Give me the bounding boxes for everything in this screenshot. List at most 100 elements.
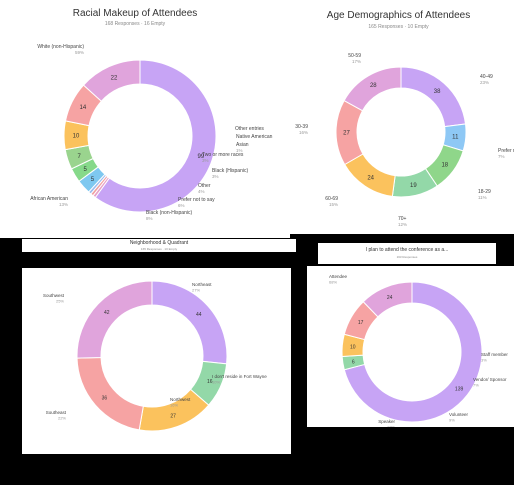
- percent-label: 11%: [478, 195, 487, 200]
- category-label: Northeast: [192, 282, 212, 287]
- chart-title: Age Demographics of Attendees: [326, 10, 471, 21]
- percent-label: 15%: [329, 202, 338, 207]
- percent-label: 16%: [299, 130, 308, 135]
- category-label: Other: [198, 183, 211, 189]
- racial-makeup-panel: Racial Makeup of Attendees 168 Responses…: [0, 0, 290, 238]
- percent-label: 22%: [58, 416, 66, 421]
- slice-value-label: 139: [455, 386, 464, 392]
- slice-value-label: 17: [358, 320, 364, 326]
- slice-value-label: 44: [196, 312, 202, 318]
- percent-label: 59%: [75, 50, 84, 55]
- slice-40-49: [400, 66, 467, 128]
- chart-subtitle: 165 Responses · 10 Empty: [140, 247, 178, 251]
- age-demographics-panel: Age Demographics of Attendees 165 Respon…: [283, 0, 514, 234]
- percent-label: 12%: [387, 425, 395, 428]
- category-label: Asian: [236, 142, 249, 148]
- category-label: Southwest: [43, 293, 65, 298]
- percent-label: 3%: [481, 358, 487, 363]
- percent-label: 17%: [352, 59, 361, 64]
- category-label: Prefer not to say: [178, 197, 215, 203]
- percent-label: 1%: [236, 148, 243, 153]
- neighborhood-header: Neighborhood & Quadrant 165 Responses · …: [22, 239, 296, 252]
- category-label: Other entries: [235, 126, 264, 132]
- slice-value-label: 27: [170, 413, 176, 419]
- category-label: 60-69: [325, 196, 338, 202]
- category-label: 70+: [398, 216, 407, 222]
- slice-value-label: 27: [343, 131, 350, 137]
- slice-value-label: 28: [370, 83, 377, 89]
- percent-label: 25%: [56, 299, 64, 304]
- chart-subtitle: 163 Responses: [396, 255, 418, 259]
- chart-subtitle: 168 Responses · 16 Empty: [104, 21, 166, 27]
- attend-as-panel: 139 6 10 17 24 Attendee 68% Staff member 3% Vendo…: [307, 266, 514, 427]
- slice-value-label: 5: [84, 167, 88, 173]
- chart-subtitle: 165 Responses · 10 Empty: [368, 24, 429, 30]
- percent-label: 3%: [202, 158, 209, 163]
- slice-value-label: 19: [410, 183, 417, 189]
- slice-value-label: 11: [452, 135, 459, 141]
- category-label: African American: [30, 196, 68, 202]
- slice-value-label: 22: [111, 76, 118, 82]
- slice-northwest: [138, 388, 210, 432]
- slice-value-label: 38: [434, 89, 441, 95]
- category-label: Attendee: [329, 274, 348, 279]
- category-label: 30-39: [295, 124, 308, 130]
- slice-value-label: 14: [79, 105, 86, 111]
- percent-label: 3%: [212, 174, 219, 179]
- percent-label: 27%: [192, 288, 200, 293]
- category-label: 18-29: [478, 189, 491, 195]
- category-label: Staff member: [481, 352, 508, 357]
- category-label: Northwest: [170, 397, 191, 402]
- percent-label: 7%: [498, 154, 505, 159]
- slice-value-label: 36: [102, 395, 108, 401]
- category-label: 50-59: [348, 53, 361, 59]
- category-label: Speaker: [378, 419, 395, 424]
- racial-makeup-donut: 99 55 7 10 14 22 White (non-Hispanic)59% Other …: [30, 44, 273, 221]
- category-label: 40-49: [480, 74, 493, 80]
- neighborhood-panel: 44 16 27 36 42 Northeast 27% I don't reside in …: [22, 268, 291, 454]
- percent-label: 68%: [329, 280, 337, 285]
- category-label: Two or more races: [202, 152, 244, 158]
- percent-label: 23%: [480, 80, 489, 85]
- slice-50-59: [343, 66, 402, 112]
- percent-label: 12%: [398, 222, 407, 227]
- slice-value-label: 42: [104, 310, 110, 316]
- slice-african-american: [82, 59, 141, 102]
- slice-white-non-hispanic: [94, 59, 217, 213]
- category-label: I don't reside in Fort Wayne: [212, 374, 267, 379]
- chart-title: I plan to attend the conference as a...: [365, 247, 449, 253]
- category-label: Southeast: [46, 410, 67, 415]
- slice-southeast: [76, 356, 144, 431]
- category-label: Volunteer: [449, 412, 469, 417]
- slice-value-label: 16: [207, 379, 213, 385]
- category-label: Native American: [236, 134, 273, 140]
- percent-label: 16%: [170, 403, 178, 408]
- slice-southwest: [76, 280, 153, 359]
- percent-label: 4%: [198, 189, 205, 194]
- slice-value-label: 6: [352, 359, 355, 365]
- slice-value-label: 10: [73, 133, 80, 139]
- category-label: White (non-Hispanic): [37, 44, 84, 50]
- slice-value-label: 5: [91, 177, 95, 183]
- slice-value-label: 99: [198, 154, 205, 160]
- attend-as-header: I plan to attend the conference as a... …: [318, 243, 496, 264]
- percent-label: 10%: [212, 380, 220, 385]
- slice-speaker: [362, 281, 413, 318]
- percent-label: 7%: [473, 383, 479, 388]
- chart-title: Racial Makeup of Attendees: [72, 8, 198, 19]
- category-label: Vendor/ Sponsor: [473, 377, 507, 382]
- category-label: Black (Hispanic): [212, 168, 248, 174]
- chart-title: Neighborhood & Quadrant: [129, 240, 189, 246]
- slice-value-label: 10: [350, 344, 356, 350]
- slice-value-label: 7: [77, 154, 81, 160]
- percent-label: 9%: [449, 418, 455, 423]
- slice-value-label: 24: [367, 175, 374, 181]
- percent-label: 6%: [178, 203, 185, 208]
- percent-label: 13%: [59, 202, 68, 207]
- slice-value-label: 18: [441, 162, 448, 168]
- percent-label: 8%: [146, 216, 153, 221]
- slice-northeast: [151, 280, 228, 365]
